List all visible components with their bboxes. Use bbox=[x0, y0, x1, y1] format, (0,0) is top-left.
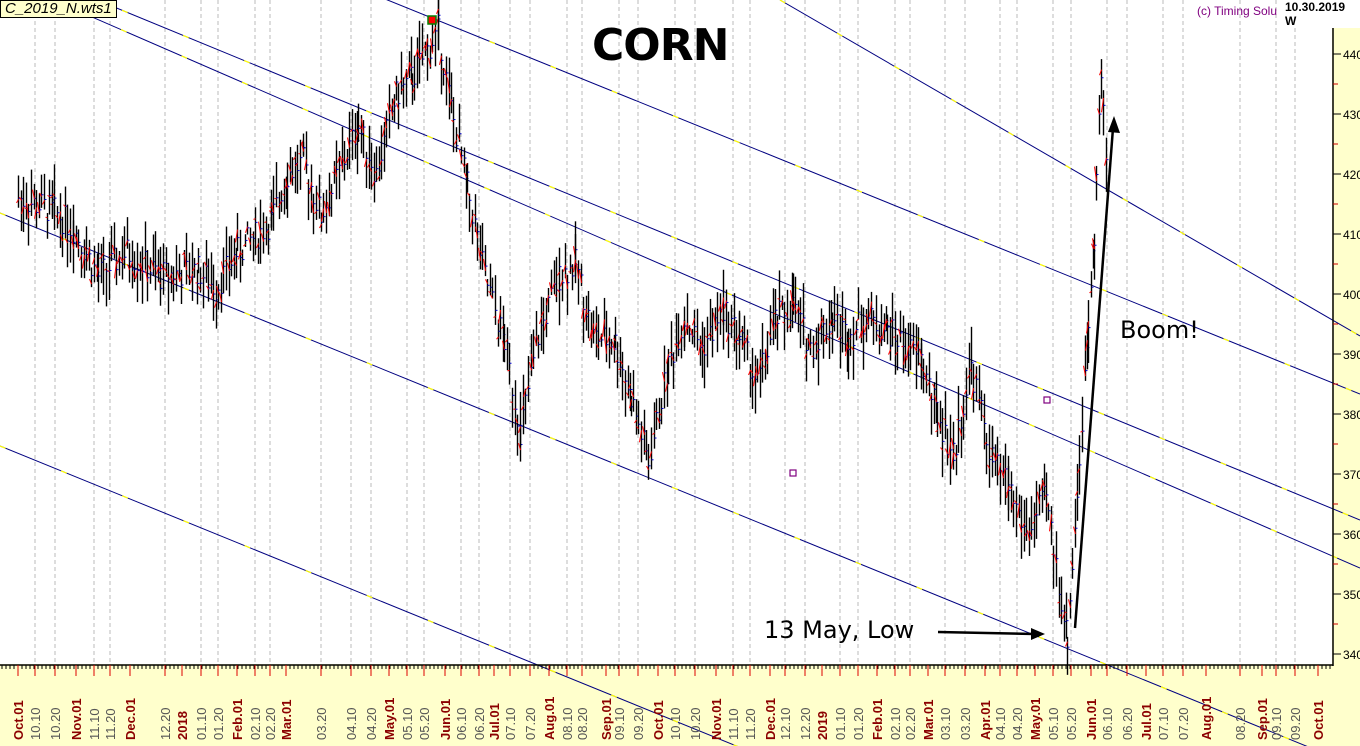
svg-text:Jun.01: Jun.01 bbox=[438, 699, 453, 740]
svg-text:09.10: 09.10 bbox=[612, 707, 627, 740]
svg-text:May.01: May.01 bbox=[1028, 698, 1043, 740]
svg-text:01.20: 01.20 bbox=[851, 707, 866, 740]
svg-text:02.20: 02.20 bbox=[263, 707, 278, 740]
svg-text:08.20: 08.20 bbox=[575, 707, 590, 740]
x-axis: Oct.01 10.10 10.20 Nov.01 11.10 11.20 Dec.01 12… bbox=[1, 665, 1331, 740]
svg-text:03.20: 03.20 bbox=[958, 707, 973, 740]
svg-text:05.10: 05.10 bbox=[400, 707, 415, 740]
svg-text:Aug.01: Aug.01 bbox=[1199, 697, 1214, 740]
svg-text:410: 410 bbox=[1343, 228, 1360, 242]
svg-text:May.01: May.01 bbox=[382, 698, 397, 740]
svg-text:04.20: 04.20 bbox=[1010, 707, 1025, 740]
y-axis: 340 350 360 370 380 390 400 410 420 430 440 bbox=[1333, 23, 1360, 662]
svg-text:400: 400 bbox=[1343, 288, 1360, 302]
svg-text:Oct.01: Oct.01 bbox=[1311, 700, 1326, 740]
svg-text:Jul.01: Jul.01 bbox=[487, 703, 502, 740]
svg-text:2019: 2019 bbox=[815, 711, 830, 740]
svg-text:12.20: 12.20 bbox=[158, 707, 173, 740]
date-label: 10.30.2019 W bbox=[1283, 0, 1360, 28]
price-bars bbox=[16, 0, 1109, 675]
file-label: C_2019_N.wts1 bbox=[0, 0, 117, 18]
annotation-boom: Boom! bbox=[1120, 316, 1199, 344]
svg-text:11.20: 11.20 bbox=[103, 708, 118, 740]
svg-text:09.20: 09.20 bbox=[1288, 707, 1303, 740]
svg-text:Nov.01: Nov.01 bbox=[709, 698, 724, 740]
plot-area bbox=[0, 0, 1332, 664]
svg-text:430: 430 bbox=[1343, 108, 1360, 122]
svg-text:Feb.01: Feb.01 bbox=[870, 699, 885, 740]
svg-text:10.20: 10.20 bbox=[48, 707, 63, 740]
svg-text:04.10: 04.10 bbox=[993, 707, 1008, 740]
svg-text:420: 420 bbox=[1343, 168, 1360, 182]
annotation-13-may-low: 13 May, Low bbox=[764, 616, 915, 644]
svg-text:03.10: 03.10 bbox=[938, 707, 953, 740]
svg-text:Oct.01: Oct.01 bbox=[651, 700, 666, 740]
svg-text:Dec.01: Dec.01 bbox=[763, 698, 778, 740]
svg-text:06.10: 06.10 bbox=[454, 707, 469, 740]
svg-text:09.10: 09.10 bbox=[1269, 707, 1284, 740]
svg-text:440: 440 bbox=[1343, 48, 1360, 62]
markers bbox=[427, 15, 1051, 477]
svg-text:02.20: 02.20 bbox=[903, 707, 918, 740]
svg-text:11.10: 11.10 bbox=[87, 708, 102, 740]
svg-text:02.10: 02.10 bbox=[888, 707, 903, 740]
svg-text:07.10: 07.10 bbox=[1156, 707, 1171, 740]
svg-text:370: 370 bbox=[1343, 468, 1360, 482]
arrow-boom bbox=[1073, 116, 1120, 629]
svg-text:04.10: 04.10 bbox=[344, 707, 359, 740]
vertical-gridlines bbox=[34, 0, 1296, 664]
svg-text:12.20: 12.20 bbox=[798, 707, 813, 740]
svg-text:Jun.01: Jun.01 bbox=[1084, 699, 1099, 740]
svg-text:Sep.01: Sep.01 bbox=[599, 698, 614, 740]
copyright-text: (c) Timing Solu bbox=[1197, 4, 1278, 18]
svg-text:08.10: 08.10 bbox=[560, 707, 575, 740]
svg-text:380: 380 bbox=[1343, 408, 1360, 422]
svg-text:05.10: 05.10 bbox=[1046, 707, 1061, 740]
svg-text:2018: 2018 bbox=[175, 711, 190, 740]
svg-text:Oct.01: Oct.01 bbox=[11, 700, 26, 740]
svg-text:01.10: 01.10 bbox=[194, 707, 209, 740]
svg-text:09.20: 09.20 bbox=[631, 707, 646, 740]
svg-text:Aug.01: Aug.01 bbox=[542, 697, 557, 740]
svg-text:02.10: 02.10 bbox=[248, 707, 263, 740]
svg-text:390: 390 bbox=[1343, 348, 1360, 362]
svg-text:04.20: 04.20 bbox=[364, 707, 379, 740]
svg-text:11.10: 11.10 bbox=[726, 708, 741, 740]
svg-text:Dec.01: Dec.01 bbox=[123, 698, 138, 740]
svg-text:Apr.01: Apr.01 bbox=[978, 700, 993, 740]
svg-text:08.20: 08.20 bbox=[1233, 707, 1248, 740]
svg-text:Mar.01: Mar.01 bbox=[921, 700, 936, 740]
svg-text:11.20: 11.20 bbox=[743, 708, 758, 740]
svg-text:350: 350 bbox=[1343, 588, 1360, 602]
svg-text:Mar.01: Mar.01 bbox=[279, 700, 294, 740]
svg-text:07.10: 07.10 bbox=[503, 707, 518, 740]
svg-text:07.20: 07.20 bbox=[523, 707, 538, 740]
svg-text:12.10: 12.10 bbox=[778, 707, 793, 740]
svg-text:10.20: 10.20 bbox=[688, 707, 703, 740]
svg-text:Jul.01: Jul.01 bbox=[1139, 703, 1154, 740]
svg-text:360: 360 bbox=[1343, 528, 1360, 542]
chart-title: CORN bbox=[592, 20, 729, 71]
svg-text:06.20: 06.20 bbox=[472, 707, 487, 740]
svg-text:Nov.01: Nov.01 bbox=[69, 698, 84, 740]
svg-text:03.20: 03.20 bbox=[314, 707, 329, 740]
svg-text:340: 340 bbox=[1343, 648, 1360, 662]
svg-text:Feb.01: Feb.01 bbox=[230, 699, 245, 740]
svg-text:10.10: 10.10 bbox=[28, 707, 43, 740]
svg-text:01.10: 01.10 bbox=[833, 707, 848, 740]
svg-text:Sep.01: Sep.01 bbox=[1255, 698, 1270, 740]
arrow-13-may bbox=[937, 628, 1045, 640]
svg-text:01.20: 01.20 bbox=[211, 707, 226, 740]
svg-text:07.20: 07.20 bbox=[1176, 707, 1191, 740]
svg-text:05.20: 05.20 bbox=[1064, 707, 1079, 740]
svg-text:06.10: 06.10 bbox=[1100, 707, 1115, 740]
svg-text:06.20: 06.20 bbox=[1120, 707, 1135, 740]
svg-text:10.10: 10.10 bbox=[668, 707, 683, 740]
svg-text:05.20: 05.20 bbox=[417, 707, 432, 740]
